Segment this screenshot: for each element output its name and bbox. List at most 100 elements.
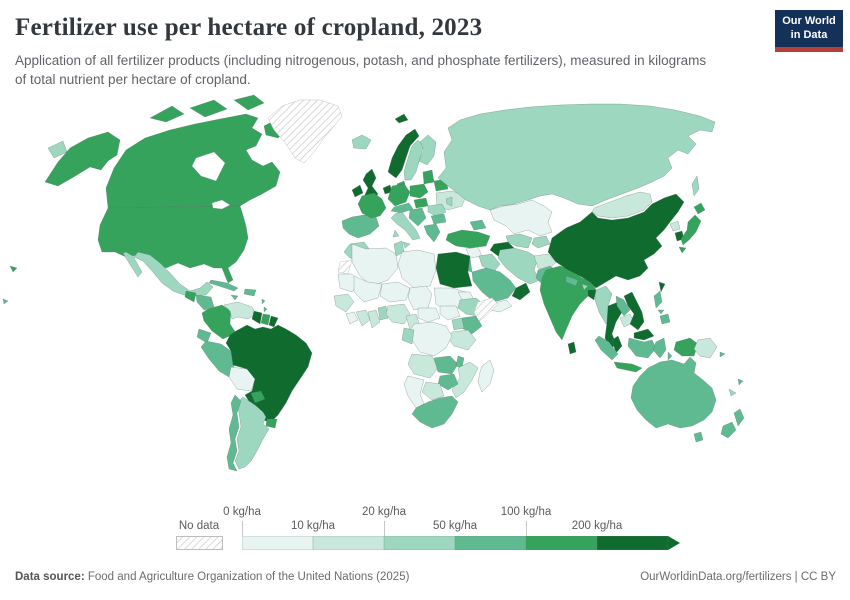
country-indonesia-kalimantan[interactable] <box>627 337 657 359</box>
owid-link[interactable]: OurWorldinData.org/fertilizers | CC BY <box>640 571 836 583</box>
country-uganda[interactable] <box>451 317 465 331</box>
country-philippines-mindanao[interactable] <box>659 313 671 325</box>
world-choropleth-map[interactable] <box>0 90 850 500</box>
country-chad[interactable] <box>407 285 433 311</box>
country-nepal[interactable] <box>565 275 579 287</box>
country-angola[interactable] <box>407 353 439 379</box>
legend-swatch-200-plus[interactable] <box>597 536 668 550</box>
country-drc[interactable] <box>409 321 453 357</box>
legend-swatch-50-100[interactable] <box>455 536 526 550</box>
country-arctic-island[interactable] <box>233 94 265 111</box>
country-malaysia-peninsula[interactable] <box>611 335 623 354</box>
country-saudi-arabia[interactable] <box>471 267 517 303</box>
country-libya[interactable] <box>397 249 437 289</box>
country-indonesia-papua[interactable] <box>673 337 699 357</box>
country-usa[interactable] <box>97 205 249 284</box>
country-gabon-congo[interactable] <box>401 327 415 345</box>
country-tasmania[interactable] <box>693 431 704 443</box>
country-hawaii[interactable] <box>9 265 18 273</box>
country-ireland[interactable] <box>351 184 364 198</box>
country-indonesia-sulawesi[interactable] <box>652 337 667 359</box>
country-philippines-visayas[interactable] <box>657 309 665 315</box>
country-south-africa[interactable] <box>411 395 459 429</box>
legend-swatch-0-10[interactable] <box>242 536 313 550</box>
country-finland[interactable] <box>418 134 437 166</box>
country-sierra-leone-liberia[interactable] <box>345 311 359 325</box>
country-north-korea[interactable] <box>669 220 681 232</box>
legend-swatch-100-200[interactable] <box>526 536 597 550</box>
country-bangladesh[interactable] <box>587 289 597 301</box>
country-baja-california[interactable] <box>122 251 143 278</box>
country-western-sahara[interactable] <box>337 259 353 275</box>
country-botswana[interactable] <box>421 381 445 401</box>
country-spain-portugal[interactable] <box>341 214 380 239</box>
country-mali[interactable] <box>353 275 383 303</box>
country-pacific-island[interactable] <box>2 298 9 305</box>
country-moldova[interactable] <box>445 196 453 207</box>
country-honduras[interactable] <box>195 294 215 311</box>
country-sri-lanka[interactable] <box>567 341 577 355</box>
country-fiji[interactable] <box>737 378 744 386</box>
country-south-sudan[interactable] <box>439 305 461 321</box>
country-indonesia-sumatra[interactable] <box>594 335 619 361</box>
country-philippines-luzon[interactable] <box>653 290 663 309</box>
country-bhutan[interactable] <box>581 283 589 291</box>
country-antilles[interactable] <box>261 298 266 305</box>
country-central-african-republic[interactable] <box>417 307 441 323</box>
legend-swatch-10-20[interactable] <box>313 536 384 550</box>
country-mongolia[interactable] <box>591 191 653 219</box>
country-namibia[interactable] <box>403 375 425 409</box>
country-algeria[interactable] <box>351 243 399 287</box>
country-argentina[interactable] <box>234 396 270 470</box>
country-niger[interactable] <box>379 281 411 303</box>
country-new-zealand-south[interactable] <box>720 421 737 439</box>
country-brazil[interactable] <box>225 324 313 424</box>
country-oman-uae[interactable] <box>511 282 531 301</box>
country-new-caledonia[interactable] <box>728 388 737 397</box>
country-french-guiana[interactable] <box>268 315 279 328</box>
country-balkans[interactable] <box>408 207 427 227</box>
country-hispaniola[interactable] <box>243 288 257 297</box>
country-alaska[interactable] <box>44 131 121 187</box>
country-taiwan[interactable] <box>658 281 666 293</box>
country-russia[interactable] <box>437 103 716 211</box>
country-senegal-guinea[interactable] <box>333 293 355 313</box>
country-kyrgyzstan-tajikistan[interactable] <box>531 235 551 249</box>
country-jamaica[interactable] <box>230 294 239 301</box>
country-iraq[interactable] <box>478 253 501 273</box>
country-nigeria[interactable] <box>385 303 411 325</box>
country-sakhalin[interactable] <box>691 175 700 197</box>
country-somalia[interactable] <box>473 297 499 323</box>
country-france[interactable] <box>357 192 387 219</box>
owid-logo[interactable]: Our World in Data <box>775 10 843 52</box>
country-greece[interactable] <box>423 223 441 243</box>
country-iceland[interactable] <box>351 134 372 150</box>
country-papua-new-guinea[interactable] <box>693 337 718 359</box>
country-australia[interactable] <box>630 356 717 429</box>
country-romania[interactable] <box>427 203 447 217</box>
country-zambia[interactable] <box>433 355 459 375</box>
country-japan-honshu[interactable] <box>680 214 702 246</box>
country-paraguay[interactable] <box>250 390 266 404</box>
country-germany[interactable] <box>387 183 411 207</box>
country-vietnam[interactable] <box>623 291 645 331</box>
country-canada[interactable] <box>105 113 281 209</box>
country-japan-kyushu[interactable] <box>678 246 687 254</box>
country-chile[interactable] <box>226 394 242 472</box>
country-greenland[interactable] <box>267 99 343 164</box>
country-sweden[interactable] <box>403 139 425 181</box>
country-svalbard[interactable] <box>394 113 409 124</box>
country-uruguay[interactable] <box>265 418 278 429</box>
country-caucasus[interactable] <box>469 219 487 231</box>
country-malaysia-borneo[interactable] <box>633 328 655 341</box>
country-madagascar[interactable] <box>477 359 495 393</box>
country-ghana[interactable] <box>367 309 381 329</box>
country-ecuador[interactable] <box>196 328 212 344</box>
country-cuba[interactable] <box>208 279 239 292</box>
country-indonesia-java[interactable] <box>613 361 643 373</box>
country-laos[interactable] <box>615 295 631 317</box>
country-arctic-island[interactable] <box>189 99 228 118</box>
country-poland[interactable] <box>409 183 429 199</box>
country-sardinia[interactable] <box>392 229 400 238</box>
country-turkey[interactable] <box>445 229 491 249</box>
